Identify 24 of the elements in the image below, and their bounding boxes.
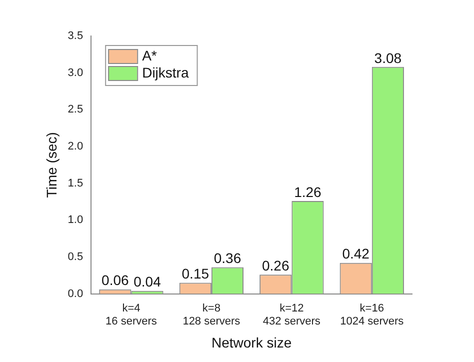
- y-tick-label: 3.0: [68, 66, 84, 79]
- y-axis-title: Time (sec): [43, 132, 60, 198]
- data-label: 0.15: [182, 266, 210, 282]
- data-label: 0.42: [342, 246, 370, 262]
- data-label: 3.08: [374, 50, 402, 66]
- legend-label: Dijkstra: [142, 64, 189, 80]
- data-label: 0.26: [262, 258, 290, 274]
- x-tick-label: k=16 1024 servers: [340, 302, 404, 328]
- y-tick-label: 2.0: [68, 140, 84, 153]
- data-label: 0.36: [214, 250, 242, 266]
- y-tick-label: 0.5: [68, 251, 84, 264]
- x-axis-title: Network size: [211, 334, 292, 350]
- x-tick-label: k=12 432 servers: [262, 302, 321, 328]
- y-tick-label: 2.5: [68, 104, 84, 116]
- data-label: 0.06: [102, 272, 129, 288]
- x-tick-label: k=4 16 servers: [106, 302, 158, 328]
- y-tick-label: 3.5: [68, 30, 84, 42]
- legend-label: A*: [142, 47, 158, 64]
- data-label: 1.26: [294, 184, 322, 200]
- data-label: 0.04: [134, 274, 162, 290]
- x-tick-label: k=8 128 servers: [182, 302, 241, 328]
- y-tick-label: 1.0: [68, 214, 84, 226]
- y-tick-label: 1.5: [68, 177, 84, 190]
- y-tick-label: 0.0: [68, 288, 84, 300]
